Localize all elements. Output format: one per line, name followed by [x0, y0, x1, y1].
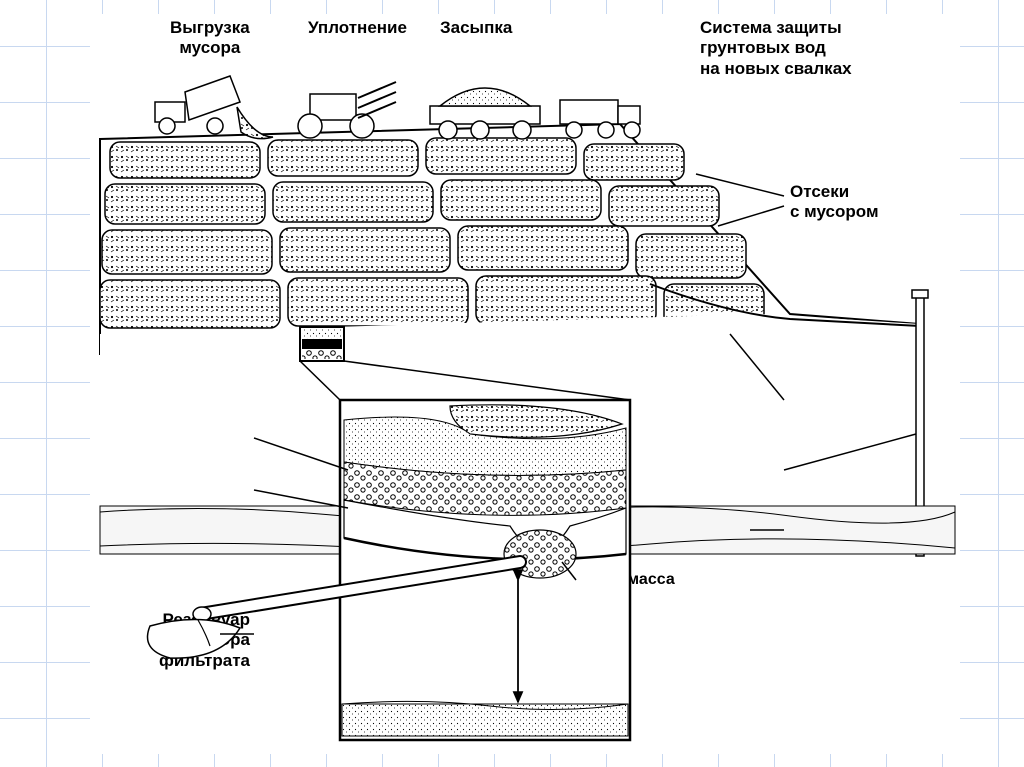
diagram-svg [90, 14, 960, 754]
diagram-panel: Выгрузка мусора Уплотнение Засыпка Систе… [90, 14, 960, 754]
